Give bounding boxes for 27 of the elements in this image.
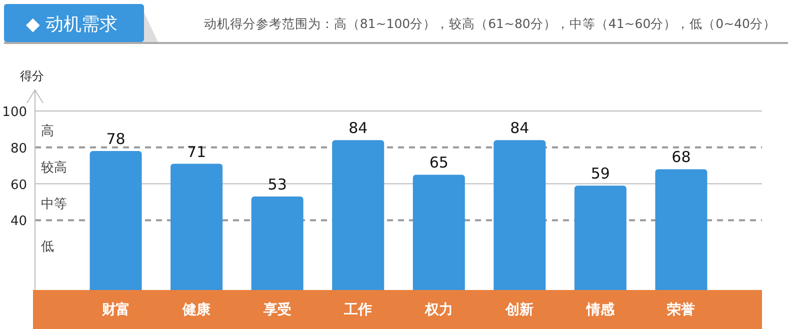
y-tick-label: 80 bbox=[10, 141, 27, 156]
x-tick-label: 工作 bbox=[343, 302, 372, 318]
x-tick-label: 健康 bbox=[182, 301, 212, 318]
data-label: 53 bbox=[268, 176, 287, 194]
data-label: 65 bbox=[429, 154, 448, 172]
data-label: 59 bbox=[590, 164, 610, 183]
y-tick-label: 40 bbox=[10, 214, 27, 230]
x-tick-label: 享受 bbox=[262, 301, 292, 318]
data-label: 84 bbox=[510, 119, 530, 138]
y-tick-label: 100 bbox=[2, 105, 27, 120]
x-tick-label: 财富 bbox=[100, 301, 130, 318]
chart-title: ◆ 动机需求 bbox=[26, 14, 118, 35]
chart-subtitle: 动机得分参考范围为：高（81~100分），较高（61~80分），中等（41~60分），低（0~40分） bbox=[204, 16, 776, 31]
annotation: 低 bbox=[41, 240, 54, 254]
x-tick-label: 荣誉 bbox=[666, 301, 696, 318]
x-tick-label: 创新 bbox=[504, 301, 534, 318]
annotation: 中等 bbox=[41, 197, 67, 212]
y-axis-title: 得分 bbox=[20, 69, 44, 83]
data-label: 78 bbox=[106, 130, 126, 148]
annotation: 较高 bbox=[41, 160, 67, 176]
x-tick-label: 情感 bbox=[585, 302, 616, 318]
data-label: 68 bbox=[672, 148, 691, 166]
annotation: 高 bbox=[41, 123, 54, 139]
y-tick-label: 60 bbox=[10, 178, 27, 193]
x-tick-label: 权力 bbox=[424, 302, 453, 318]
data-label: 71 bbox=[187, 142, 206, 161]
data-label: 84 bbox=[348, 119, 368, 138]
